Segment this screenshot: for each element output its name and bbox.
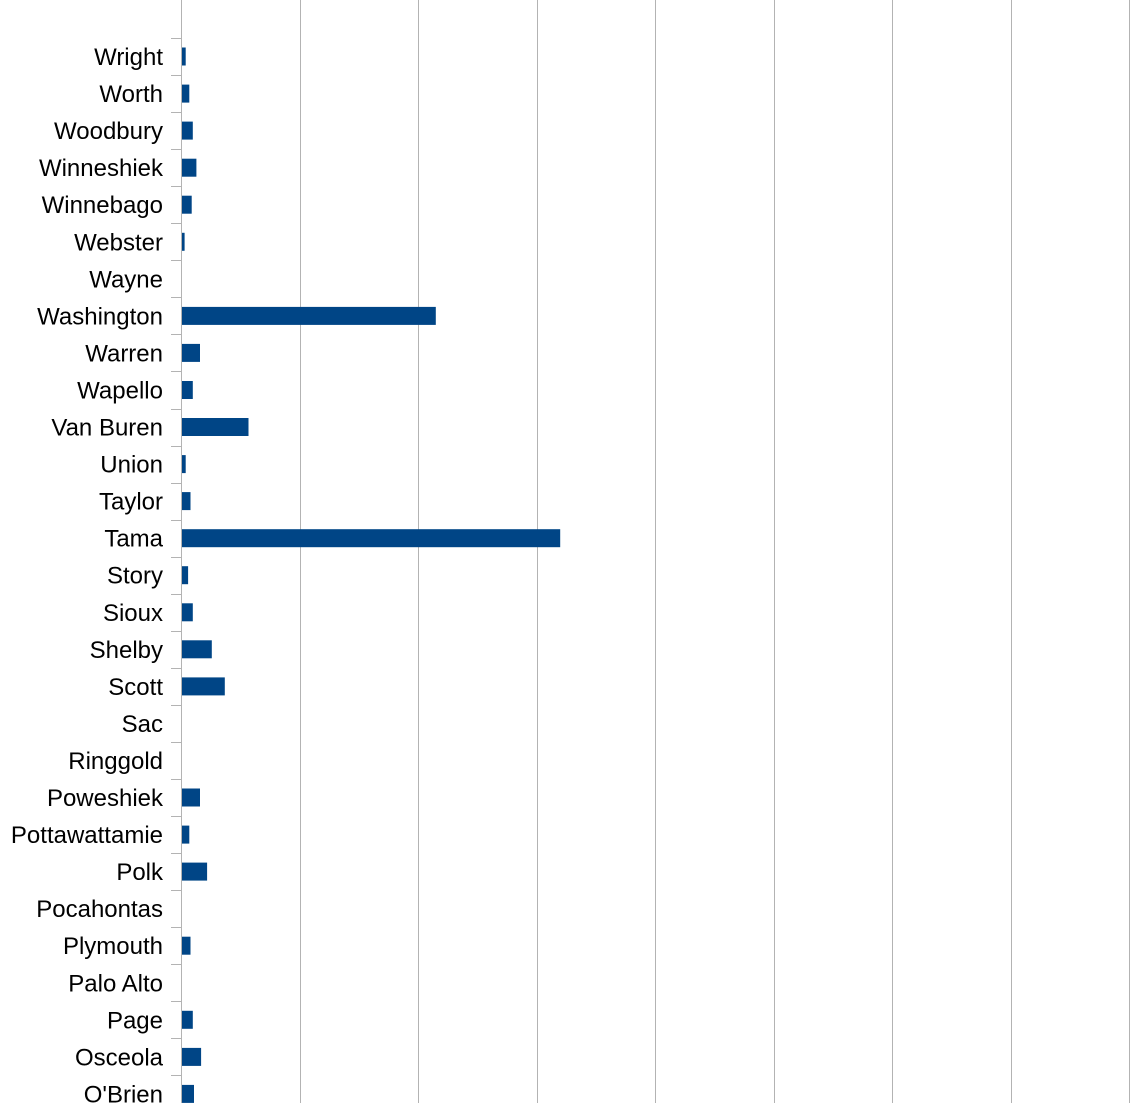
- bar-story: [182, 566, 189, 585]
- category-label: Wayne: [89, 266, 163, 293]
- category-label: Plymouth: [63, 933, 163, 960]
- category-label: Webster: [74, 229, 163, 256]
- bar-plymouth: [182, 936, 191, 955]
- category-label: Wapello: [77, 378, 163, 405]
- category-label: Tama: [104, 526, 163, 553]
- bar-polk: [182, 862, 208, 881]
- category-label: Shelby: [90, 637, 163, 664]
- category-label: O'Brien: [84, 1081, 163, 1103]
- category-label: Taylor: [99, 489, 163, 516]
- category-label: Warren: [85, 340, 163, 367]
- category-label: Sac: [122, 711, 163, 738]
- bar-osceola: [182, 1047, 202, 1066]
- category-axis: [171, 0, 182, 1103]
- category-label: Winneshiek: [39, 155, 164, 182]
- category-label: Poweshiek: [47, 785, 164, 812]
- bars: [182, 47, 561, 1103]
- bar-van-buren: [182, 418, 249, 436]
- category-label: Palo Alto: [68, 970, 163, 997]
- bar-worth: [182, 84, 190, 103]
- gridlines: [300, 0, 1130, 1103]
- bar-scott: [182, 677, 225, 696]
- category-label: Polk: [116, 859, 164, 886]
- category-label: Winnebago: [42, 192, 163, 219]
- bar-poweshiek: [182, 788, 200, 807]
- bar-warren: [182, 343, 200, 362]
- category-label: Ringgold: [68, 748, 163, 775]
- category-label: Sioux: [103, 600, 163, 627]
- bar-o-brien: [182, 1084, 194, 1103]
- category-label: Union: [100, 452, 163, 479]
- bar-union: [182, 455, 186, 474]
- bar-sioux: [182, 603, 193, 622]
- category-label: Pottawattamie: [11, 822, 163, 849]
- bar-taylor: [182, 492, 191, 511]
- bar-wright: [182, 47, 186, 66]
- bar-page: [182, 1010, 193, 1029]
- bar-winnebago: [182, 195, 192, 214]
- bar-webster: [182, 232, 185, 251]
- category-label: Scott: [108, 674, 163, 701]
- category-label: Washington: [37, 303, 163, 330]
- category-label: Story: [107, 563, 163, 590]
- category-label: Pocahontas: [36, 896, 163, 923]
- bar-washington: [182, 306, 436, 325]
- bar-tama: [182, 529, 561, 548]
- category-label: Osceola: [75, 1044, 164, 1071]
- category-labels: Wright Worth Woodbury Winneshiek Winnebago We…: [11, 44, 164, 1103]
- bar-shelby: [182, 640, 212, 659]
- category-label: Worth: [99, 81, 163, 108]
- bar-pottawattamie: [182, 825, 190, 844]
- category-label: Van Buren: [51, 415, 163, 442]
- bar-winneshiek: [182, 158, 197, 177]
- category-label: Page: [107, 1007, 163, 1034]
- bar-woodbury: [182, 121, 193, 140]
- bar-wapello: [182, 381, 193, 399]
- category-label: Woodbury: [54, 118, 163, 145]
- category-label: Wright: [94, 44, 163, 71]
